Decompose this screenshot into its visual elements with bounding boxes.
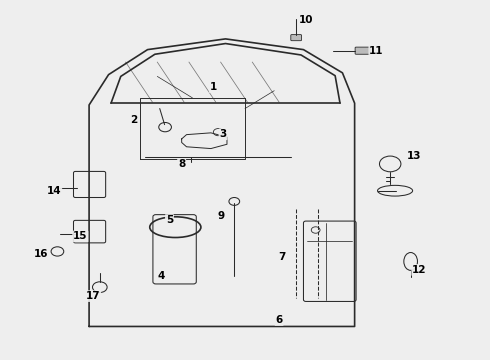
Text: 10: 10 — [298, 15, 313, 25]
Text: 8: 8 — [178, 159, 185, 169]
FancyBboxPatch shape — [291, 35, 301, 41]
Text: 6: 6 — [275, 315, 283, 325]
Text: 17: 17 — [86, 291, 100, 301]
Text: 12: 12 — [412, 265, 427, 275]
FancyBboxPatch shape — [355, 47, 370, 54]
Text: 14: 14 — [47, 186, 61, 197]
Text: 16: 16 — [34, 249, 49, 259]
Text: 11: 11 — [369, 46, 384, 56]
Text: 9: 9 — [217, 211, 224, 221]
Text: 3: 3 — [220, 129, 227, 139]
Text: 7: 7 — [278, 252, 285, 262]
Text: 5: 5 — [166, 215, 173, 225]
Text: 13: 13 — [407, 151, 422, 161]
Text: 1: 1 — [210, 82, 217, 92]
Text: 15: 15 — [73, 231, 88, 242]
Text: 2: 2 — [130, 115, 138, 125]
Text: 4: 4 — [157, 271, 165, 281]
